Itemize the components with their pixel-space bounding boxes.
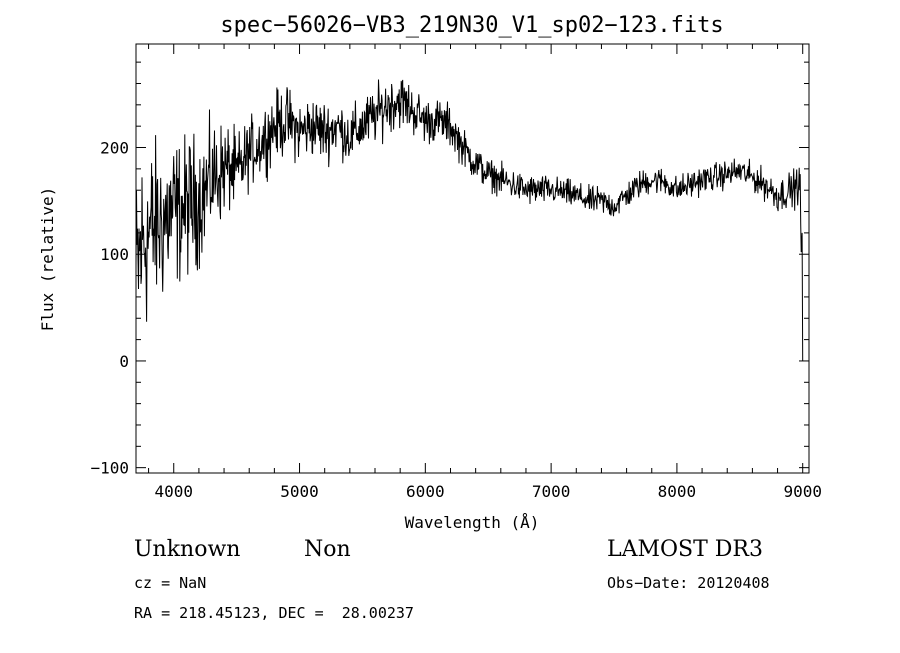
x-axis-label: Wavelength (Å) — [405, 513, 540, 532]
plot-frame — [135, 43, 810, 474]
coordinates: RA = 218.45123, DEC = 28.00237 — [134, 604, 414, 622]
y-axis-label: Flux (relative) — [38, 187, 57, 332]
axis-tick-labels: 4000 5000 6000 7000 8000 9000 −100 0 100 200 — [90, 139, 822, 501]
x-tick-label: 8000 — [658, 482, 697, 501]
x-tick-label: 6000 — [406, 482, 445, 501]
y-tick-label: 0 — [119, 352, 129, 371]
axis-ticks — [136, 44, 809, 473]
x-tick-label: 7000 — [532, 482, 571, 501]
survey-name: LAMOST DR3 — [607, 537, 763, 562]
x-tick-label: 9000 — [783, 482, 822, 501]
y-tick-label: −100 — [90, 459, 129, 478]
flux-series-line — [135, 79, 804, 361]
y-tick-label: 100 — [100, 245, 129, 264]
object-subclass: Non — [304, 537, 351, 562]
observation-date: Obs−Date: 20120408 — [607, 574, 770, 592]
object-class: Unknown — [134, 537, 241, 562]
x-tick-label: 4000 — [154, 482, 193, 501]
y-tick-label: 200 — [100, 139, 129, 158]
chart-title: spec−56026−VB3_219N30_V1_sp02−123.fits — [220, 13, 723, 38]
x-tick-label: 5000 — [280, 482, 319, 501]
redshift-cz: cz = NaN — [134, 574, 207, 592]
